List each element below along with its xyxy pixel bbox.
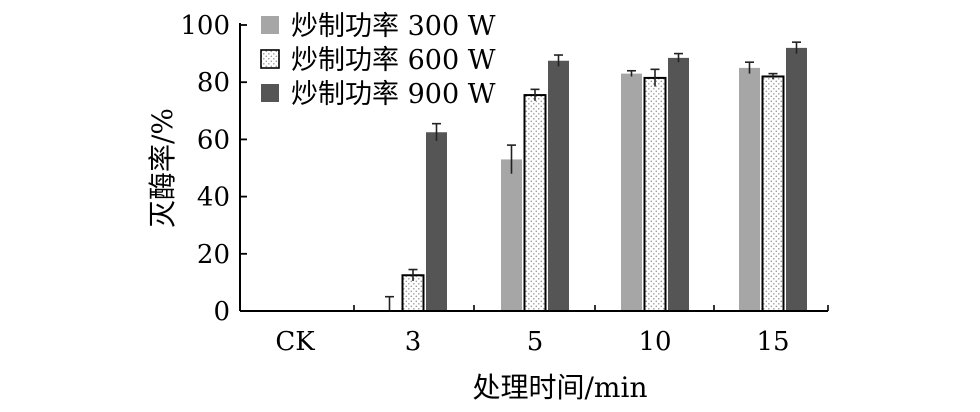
bar-3-15 bbox=[786, 48, 807, 311]
bar-1-10 bbox=[621, 74, 642, 311]
bar-2-5 bbox=[525, 95, 546, 311]
x-tick-label-3: 3 bbox=[405, 327, 422, 357]
legend-swatch-3 bbox=[261, 84, 279, 102]
x-axis-title: 处理时间/min bbox=[473, 371, 648, 404]
bar-2-15 bbox=[763, 76, 784, 311]
y-tick-label-80: 80 bbox=[197, 68, 230, 98]
y-axis-title: 灭酶率/% bbox=[146, 108, 179, 228]
y-tick-label-40: 40 bbox=[197, 183, 230, 213]
legend-swatch-1 bbox=[261, 16, 279, 34]
legend-label-3: 炒制功率 900 W bbox=[291, 79, 496, 110]
error-bar-1-3 bbox=[385, 297, 394, 311]
legend-label-1: 炒制功率 300 W bbox=[291, 11, 496, 42]
y-tick-label-100: 100 bbox=[180, 11, 230, 41]
bar-3-3 bbox=[426, 132, 447, 311]
bar-1-5 bbox=[501, 159, 522, 311]
bar-2-10 bbox=[645, 78, 666, 311]
legend-item-1: 炒制功率 300 W bbox=[261, 11, 496, 42]
bar-3-5 bbox=[548, 61, 569, 311]
x-tick-label-15: 15 bbox=[756, 327, 789, 357]
legend-item-2: 炒制功率 600 W bbox=[261, 45, 496, 76]
x-tick-label-5: 5 bbox=[527, 327, 544, 357]
y-tick-label-20: 20 bbox=[197, 240, 230, 270]
y-tick-label-0: 0 bbox=[213, 297, 230, 327]
y-tick-label-60: 60 bbox=[197, 125, 230, 155]
bar-3-10 bbox=[668, 58, 689, 311]
bar-1-15 bbox=[739, 68, 760, 311]
x-tick-label-CK: CK bbox=[275, 327, 315, 357]
legend-swatch-2 bbox=[261, 50, 279, 68]
x-tick-label-10: 10 bbox=[638, 327, 671, 357]
legend-label-2: 炒制功率 600 W bbox=[291, 45, 496, 76]
legend-item-3: 炒制功率 900 W bbox=[261, 79, 496, 110]
